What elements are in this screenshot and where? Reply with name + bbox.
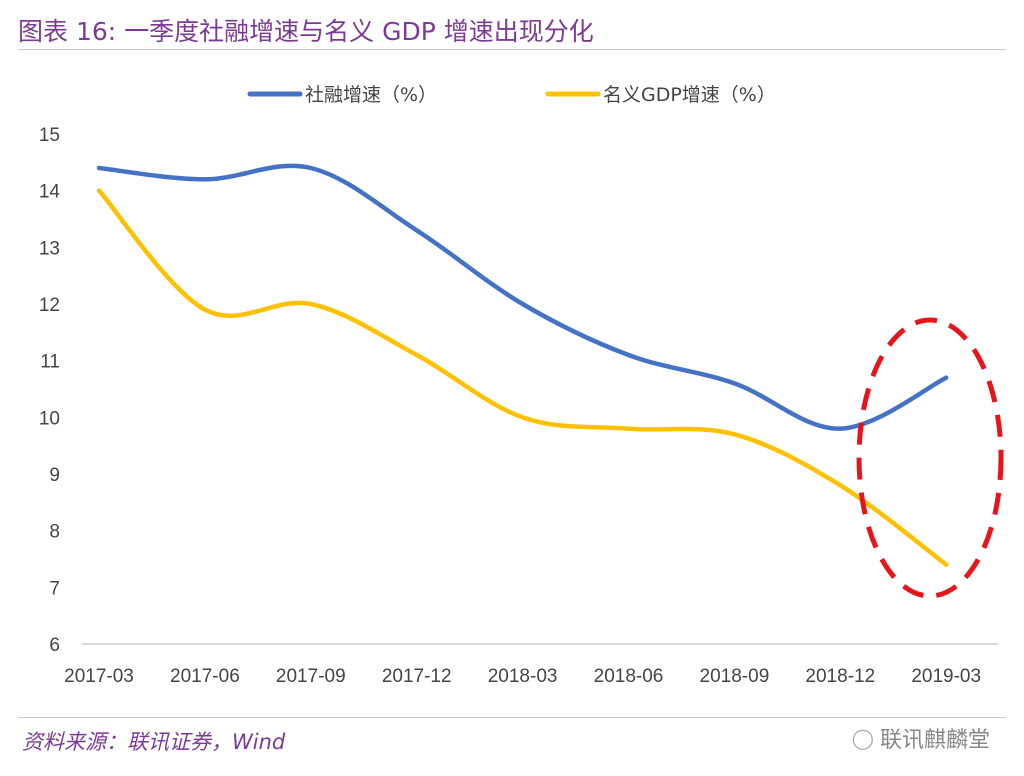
x-tick-label: 2017-06 — [170, 666, 240, 687]
legend-label-1: 名义GDP增速（%） — [603, 84, 776, 106]
series-line-1 — [96, 188, 949, 567]
y-tick-label: 10 — [39, 408, 60, 429]
y-tick-label: 9 — [49, 465, 60, 486]
series-line-0 — [96, 163, 949, 431]
x-tick-label: 2018-12 — [805, 666, 875, 687]
legend-label-0: 社融增速（%） — [305, 84, 437, 106]
chart-title: 图表 16: 一季度社融增速与名义 GDP 增速出现分化 — [18, 17, 594, 46]
title-divider — [18, 49, 1006, 50]
highlight-ellipse — [856, 317, 1004, 599]
x-tick-label: 2018-03 — [488, 666, 558, 687]
x-tick-label: 2018-06 — [594, 666, 664, 687]
x-tick-label: 2017-12 — [382, 666, 452, 687]
y-tick-label: 14 — [39, 182, 61, 203]
watermark: ◯ 联讯麒麟堂 — [852, 722, 990, 754]
y-tick-label: 12 — [39, 295, 60, 316]
x-tick-label: 2019-03 — [911, 666, 981, 687]
x-tick-label: 2017-09 — [276, 666, 346, 687]
y-tick-label: 15 — [39, 125, 60, 146]
source-note: 资料来源：联讯证券，Wind — [22, 730, 286, 754]
y-tick-label: 11 — [40, 352, 60, 373]
x-tick-label: 2018-09 — [700, 666, 770, 687]
y-tick-label: 6 — [49, 635, 60, 656]
y-tick-label: 7 — [49, 578, 60, 599]
footer-divider — [18, 717, 1006, 718]
wechat-icon: ◯ — [851, 726, 874, 750]
watermark-text: 联讯麒麟堂 — [879, 728, 990, 753]
y-tick-label: 13 — [39, 238, 60, 259]
x-tick-label: 2017-03 — [64, 666, 134, 687]
y-tick-label: 8 — [49, 522, 60, 543]
